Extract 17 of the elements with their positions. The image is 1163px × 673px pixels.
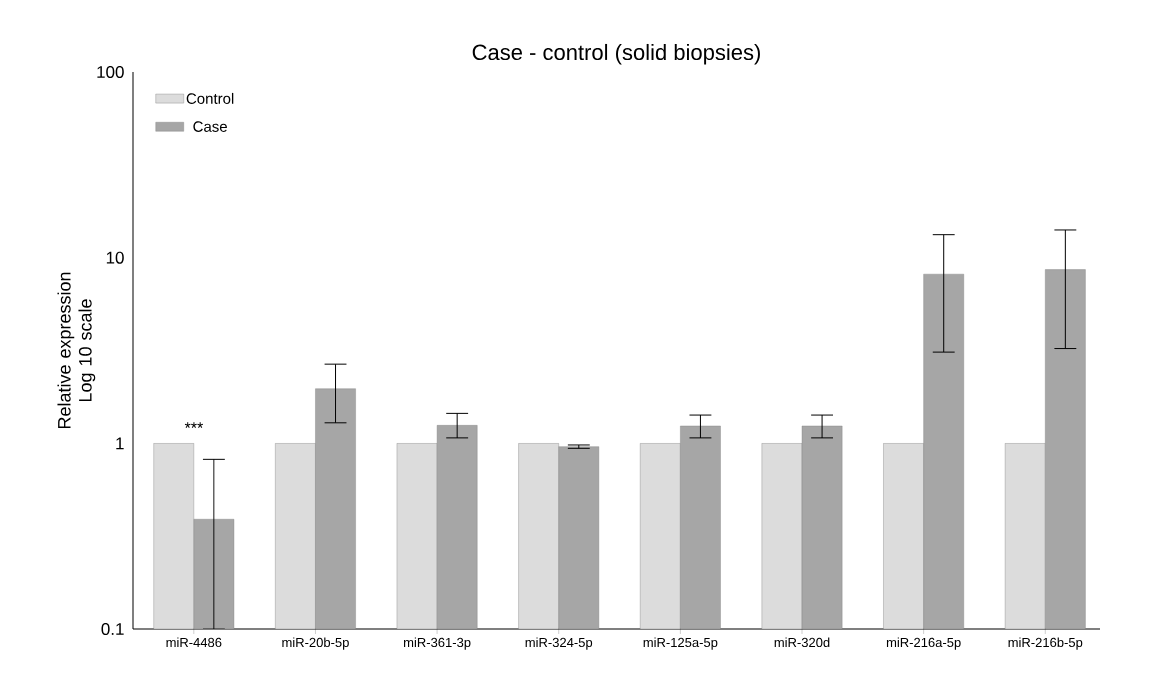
x-tick-label: miR-324-5p bbox=[525, 637, 593, 650]
y-tick-label: 0.1 bbox=[101, 622, 124, 636]
y-axis-title: Relative expression Log 10 scale bbox=[57, 272, 96, 429]
y-tick-label: 10 bbox=[106, 251, 124, 264]
y-tick-label: 100 bbox=[97, 65, 124, 79]
legend-label: Case bbox=[193, 121, 227, 132]
legend-label: Control bbox=[186, 92, 234, 104]
x-tick-label: miR-125a-5p bbox=[643, 637, 718, 650]
x-tick-label: miR-20b-5p bbox=[282, 637, 349, 650]
chart-title: Case - control (solid biopsies) bbox=[472, 43, 760, 65]
x-tick-label: miR-320d bbox=[774, 637, 830, 648]
x-tick-label: miR-361-3p bbox=[404, 637, 471, 650]
x-tick-label: miR-216a-5p bbox=[886, 637, 961, 650]
y-tick-label: 1 bbox=[116, 437, 124, 450]
x-tick-label: miR-4486 bbox=[166, 637, 222, 648]
x-tick-label: miR-216b-5p bbox=[1008, 637, 1083, 650]
annotation: *** bbox=[184, 422, 204, 428]
